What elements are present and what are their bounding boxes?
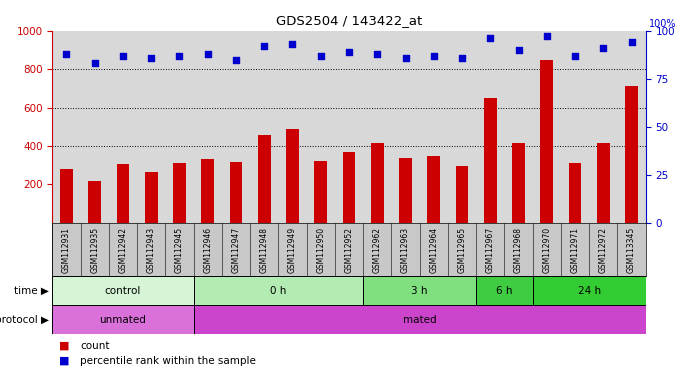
Text: GSM112963: GSM112963 <box>401 227 410 273</box>
Text: mated: mated <box>403 314 436 325</box>
Text: 3 h: 3 h <box>411 286 428 296</box>
Point <box>597 45 609 51</box>
Text: GDS2504 / 143422_at: GDS2504 / 143422_at <box>276 14 422 27</box>
Point <box>456 55 468 61</box>
Bar <box>597 143 609 223</box>
Text: GSM112965: GSM112965 <box>457 227 466 273</box>
Point <box>371 51 383 57</box>
Text: GSM112964: GSM112964 <box>429 227 438 273</box>
Bar <box>60 169 73 223</box>
Text: GSM112970: GSM112970 <box>542 227 551 273</box>
Text: 6 h: 6 h <box>496 286 512 296</box>
Bar <box>314 161 327 223</box>
Bar <box>286 129 299 223</box>
Bar <box>399 158 412 223</box>
Text: ■: ■ <box>59 341 70 351</box>
Text: GSM112942: GSM112942 <box>119 227 128 273</box>
Text: GSM112947: GSM112947 <box>232 227 241 273</box>
Bar <box>512 143 525 223</box>
Text: GSM112948: GSM112948 <box>260 227 269 273</box>
Bar <box>173 163 186 223</box>
Text: count: count <box>80 341 110 351</box>
Text: GSM112949: GSM112949 <box>288 227 297 273</box>
Bar <box>89 181 101 223</box>
Text: GSM112968: GSM112968 <box>514 227 523 273</box>
Point <box>61 51 72 57</box>
Text: GSM112962: GSM112962 <box>373 227 382 273</box>
Point <box>117 53 128 59</box>
Bar <box>371 143 384 223</box>
Bar <box>625 86 638 223</box>
Point <box>626 39 637 45</box>
Point <box>513 47 524 53</box>
Bar <box>117 164 129 223</box>
Bar <box>52 305 193 334</box>
Bar <box>363 276 476 305</box>
Text: 100%: 100% <box>648 19 676 29</box>
Point <box>315 53 327 59</box>
Point <box>400 55 411 61</box>
Bar <box>569 163 581 223</box>
Text: GSM112931: GSM112931 <box>62 227 71 273</box>
Point <box>287 41 298 47</box>
Point <box>202 51 214 57</box>
Text: GSM112935: GSM112935 <box>90 227 99 273</box>
Point <box>146 55 157 61</box>
Bar <box>476 276 533 305</box>
Bar <box>533 276 646 305</box>
Point <box>89 60 101 66</box>
Bar <box>193 305 646 334</box>
Text: GSM112967: GSM112967 <box>486 227 495 273</box>
Bar <box>258 135 271 223</box>
Point <box>230 56 242 63</box>
Bar <box>484 98 496 223</box>
Text: time ▶: time ▶ <box>14 286 49 296</box>
Text: GSM112943: GSM112943 <box>147 227 156 273</box>
Text: ■: ■ <box>59 356 70 366</box>
Bar <box>230 162 242 223</box>
Point <box>428 53 439 59</box>
Text: GSM112946: GSM112946 <box>203 227 212 273</box>
Text: percentile rank within the sample: percentile rank within the sample <box>80 356 256 366</box>
Point <box>343 49 355 55</box>
Text: control: control <box>105 286 141 296</box>
Text: GSM112971: GSM112971 <box>570 227 579 273</box>
Text: 24 h: 24 h <box>577 286 601 296</box>
Point <box>259 43 270 49</box>
Bar <box>145 172 158 223</box>
Text: unmated: unmated <box>100 314 147 325</box>
Bar <box>193 276 363 305</box>
Point <box>541 33 552 40</box>
Text: GSM112972: GSM112972 <box>599 227 608 273</box>
Bar <box>202 159 214 223</box>
Bar <box>52 276 193 305</box>
Text: 0 h: 0 h <box>270 286 287 296</box>
Point <box>570 53 581 59</box>
Text: protocol ▶: protocol ▶ <box>0 314 49 325</box>
Point <box>174 53 185 59</box>
Bar <box>343 152 355 223</box>
Bar <box>456 166 468 223</box>
Text: GSM112952: GSM112952 <box>345 227 353 273</box>
Text: GSM113345: GSM113345 <box>627 227 636 273</box>
Point <box>484 35 496 41</box>
Text: GSM112945: GSM112945 <box>175 227 184 273</box>
Bar <box>540 60 553 223</box>
Text: GSM112950: GSM112950 <box>316 227 325 273</box>
Bar <box>427 156 440 223</box>
